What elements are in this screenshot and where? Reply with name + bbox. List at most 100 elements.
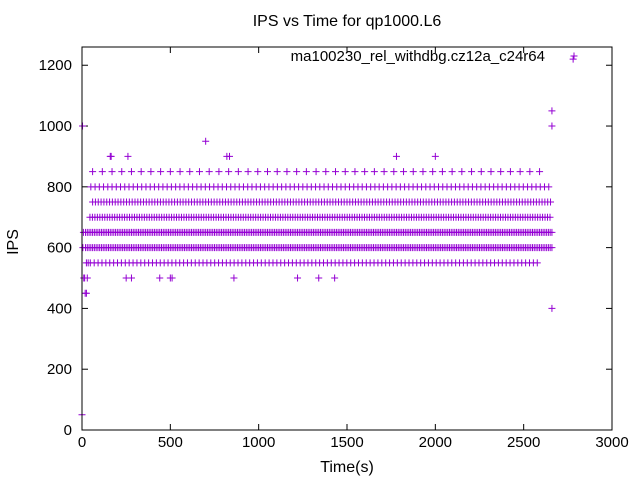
legend-marker xyxy=(570,52,578,60)
x-tick-label: 0 xyxy=(78,434,86,451)
x-tick-label: 3000 xyxy=(595,434,628,451)
data-point xyxy=(168,274,176,282)
data-point xyxy=(82,289,90,297)
data-point xyxy=(302,168,310,176)
data-point xyxy=(370,168,378,176)
data-point xyxy=(569,55,577,63)
data-point xyxy=(341,168,349,176)
data-point xyxy=(230,274,238,282)
data-point xyxy=(380,168,388,176)
data-point xyxy=(186,168,194,176)
data-point xyxy=(477,168,485,176)
data-point xyxy=(264,168,271,176)
data-point xyxy=(332,168,340,176)
data-point xyxy=(137,168,145,176)
y-tick-label: 1200 xyxy=(39,57,72,74)
data-point xyxy=(351,168,359,176)
data-point xyxy=(322,168,330,176)
data-point xyxy=(124,152,132,160)
data-point xyxy=(468,168,476,176)
data-point xyxy=(118,168,126,176)
legend-label: ma100230_rel_withdbg.cz12a_c24r64 xyxy=(291,48,545,65)
data-point xyxy=(506,168,514,176)
data-point xyxy=(156,274,164,282)
data-point xyxy=(312,168,320,176)
y-axis-label: IPS xyxy=(5,229,22,255)
data-point xyxy=(215,168,223,176)
plot-frame xyxy=(81,46,613,431)
legend: ma100230_rel_withdbg.cz12a_c24r64 xyxy=(291,48,578,65)
data-point xyxy=(89,168,97,176)
data-point xyxy=(195,168,203,176)
data-point xyxy=(234,168,242,176)
data-point xyxy=(127,168,135,176)
y-tick-label: 200 xyxy=(47,361,72,378)
data-point xyxy=(244,168,252,176)
data-point xyxy=(157,168,165,176)
data-point xyxy=(458,168,466,176)
data-point xyxy=(108,168,116,176)
chart-title: IPS vs Time for qp1000.L6 xyxy=(253,13,442,30)
y-tick-label: 800 xyxy=(47,179,72,196)
data-point xyxy=(419,168,427,176)
data-point xyxy=(547,198,555,206)
data-point xyxy=(487,168,495,176)
data-point xyxy=(226,152,234,160)
data-point xyxy=(438,168,446,176)
data-point xyxy=(448,168,456,176)
data-point xyxy=(205,168,213,176)
data-point xyxy=(202,137,210,145)
data-point xyxy=(84,259,92,267)
data-point xyxy=(107,152,115,160)
data-point xyxy=(361,168,369,176)
data-point xyxy=(390,168,398,176)
data-point xyxy=(283,168,291,176)
data-point xyxy=(273,168,281,176)
data-point xyxy=(98,168,106,176)
data-point xyxy=(83,274,91,282)
x-tick-label: 1000 xyxy=(242,434,275,451)
data-point xyxy=(548,122,556,130)
data-point xyxy=(516,168,524,176)
data-points xyxy=(78,55,577,419)
data-point xyxy=(548,107,556,115)
data-point xyxy=(79,122,87,130)
data-point xyxy=(315,274,323,282)
data-point xyxy=(293,168,301,176)
axis-ticks: 0 500 1000 1500 2000 2500 3000 0 200 400 600 800 100… xyxy=(39,47,629,451)
data-point xyxy=(497,168,505,176)
data-point xyxy=(147,168,155,176)
x-tick-label: 1500 xyxy=(330,434,363,451)
data-point xyxy=(526,168,534,176)
data-point xyxy=(429,168,437,176)
x-axis-label: Time(s) xyxy=(320,459,374,476)
x-tick-label: 2500 xyxy=(507,434,540,451)
x-tick-label: 500 xyxy=(158,434,183,451)
data-point xyxy=(533,259,541,267)
data-point xyxy=(545,183,553,191)
data-point xyxy=(536,168,544,176)
data-point xyxy=(548,228,556,236)
y-tick-label: 1000 xyxy=(39,118,72,135)
data-point xyxy=(225,168,233,176)
data-point xyxy=(176,168,184,176)
data-point xyxy=(166,168,174,176)
data-point xyxy=(294,274,302,282)
data-point xyxy=(331,274,339,282)
data-point xyxy=(79,228,87,236)
data-point xyxy=(392,152,400,160)
data-point xyxy=(400,168,408,176)
data-point xyxy=(548,244,556,252)
data-point xyxy=(254,168,262,176)
data-point xyxy=(127,274,135,282)
data-point xyxy=(548,304,556,312)
x-tick-label: 2000 xyxy=(419,434,452,451)
data-point xyxy=(409,168,417,176)
y-tick-label: 400 xyxy=(47,300,72,317)
data-point xyxy=(431,152,439,160)
y-tick-label: 0 xyxy=(64,422,72,439)
data-point xyxy=(79,244,87,252)
y-tick-label: 600 xyxy=(47,240,72,257)
data-point xyxy=(546,213,554,221)
